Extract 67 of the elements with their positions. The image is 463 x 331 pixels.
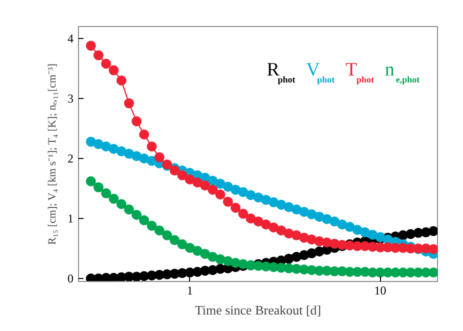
point: [192, 246, 202, 256]
point: [428, 226, 438, 236]
point: [299, 206, 310, 217]
point: [139, 215, 150, 226]
point: [337, 220, 348, 230]
point: [154, 152, 164, 162]
point: [238, 187, 248, 198]
point: [86, 40, 96, 51]
point: [184, 174, 195, 184]
point: [177, 239, 188, 250]
x-axis-title: Time since Breakout [d]: [194, 302, 322, 318]
point: [261, 220, 271, 230]
point: [108, 194, 119, 204]
point: [108, 65, 119, 76]
point: [428, 244, 438, 254]
point: [116, 76, 126, 86]
point: [154, 226, 164, 236]
x-tick-label: 10: [374, 284, 386, 298]
point: [139, 154, 150, 164]
point: [344, 222, 355, 232]
y-tick-label: 4: [68, 32, 74, 46]
point: [200, 180, 210, 190]
point: [330, 216, 340, 226]
point: [101, 58, 112, 69]
point: [222, 196, 233, 207]
point: [93, 182, 104, 192]
point: [230, 202, 241, 213]
point: [101, 188, 112, 198]
point: [208, 252, 218, 262]
point: [170, 166, 180, 176]
point: [261, 194, 271, 205]
point: [177, 170, 188, 180]
point: [192, 178, 202, 188]
point: [246, 214, 256, 224]
point: [139, 130, 150, 140]
point: [276, 226, 286, 236]
point: [184, 242, 195, 253]
point: [101, 142, 112, 152]
point: [116, 199, 126, 210]
point: [291, 204, 302, 214]
point: [200, 248, 210, 259]
point: [222, 182, 233, 192]
point: [208, 184, 218, 195]
y-tick-label: 0: [68, 272, 74, 286]
point: [170, 235, 180, 246]
point: [146, 220, 157, 231]
point: [132, 116, 142, 126]
point: [93, 139, 104, 150]
point: [124, 204, 134, 214]
point: [86, 176, 96, 186]
point: [93, 50, 104, 60]
y-axis-title: R₁₅ [cm]; V₄ [km s⁻¹]; T₄ [K]; nₑ,₁₁[cm⁻³]: [46, 64, 58, 245]
y-tick-label: 3: [68, 92, 74, 106]
point: [215, 178, 226, 189]
y-tick-label: 1: [68, 212, 74, 226]
point: [146, 142, 157, 152]
point: [268, 197, 279, 208]
point: [268, 222, 279, 232]
point: [238, 208, 248, 219]
point: [162, 230, 172, 240]
point: [215, 190, 226, 200]
point: [132, 210, 142, 220]
point: [124, 98, 134, 108]
point: [428, 268, 438, 278]
point: [253, 216, 264, 226]
point: [108, 144, 119, 154]
y-tick-label: 2: [68, 152, 74, 166]
